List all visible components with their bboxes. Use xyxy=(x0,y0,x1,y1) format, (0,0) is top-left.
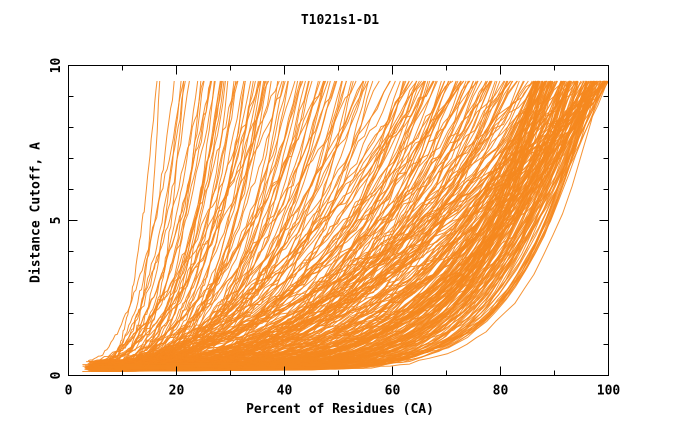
curve-line xyxy=(100,80,511,368)
curve-line xyxy=(88,81,599,369)
curve-line xyxy=(91,80,270,366)
x-tick-label-20: 20 xyxy=(169,384,185,399)
x-tick-label-0: 0 xyxy=(65,384,73,399)
curve-line xyxy=(102,80,327,366)
curve-line xyxy=(104,82,593,372)
curve-line xyxy=(106,80,357,367)
chart-title: T1021s1-D1 xyxy=(300,13,380,28)
curve-line xyxy=(92,80,552,368)
curve-line xyxy=(100,82,535,370)
axis-frame-group xyxy=(67,64,610,377)
y-axis-label: Distance Cutoff, A xyxy=(28,142,44,283)
curve-line xyxy=(85,80,286,367)
x-tick-label-40: 40 xyxy=(277,384,293,399)
x-tick-label-80: 80 xyxy=(493,384,509,399)
y-tick-label-5: 5 xyxy=(49,217,64,225)
y-tick-label-10: 10 xyxy=(49,58,64,74)
curve-line xyxy=(93,80,435,370)
curve-line xyxy=(90,80,262,363)
curve-line xyxy=(87,80,280,365)
y-tick-label-0: 0 xyxy=(49,371,64,379)
curve-line xyxy=(84,80,410,366)
x-tick-label-100: 100 xyxy=(597,384,621,399)
curve-line xyxy=(85,80,537,368)
x-axis-label: Percent of Residues (CA) xyxy=(246,402,434,417)
curve-series-group xyxy=(82,80,609,373)
tick-label-group: 0 20 40 60 80 100 0 5 10 xyxy=(49,58,620,399)
x-tick-label-60: 60 xyxy=(385,384,401,399)
curve-line xyxy=(101,81,578,369)
curve-line xyxy=(99,80,479,367)
curve-line xyxy=(103,80,238,366)
curve-line xyxy=(88,80,543,365)
curve-line xyxy=(87,80,185,362)
curve-line xyxy=(99,80,552,365)
